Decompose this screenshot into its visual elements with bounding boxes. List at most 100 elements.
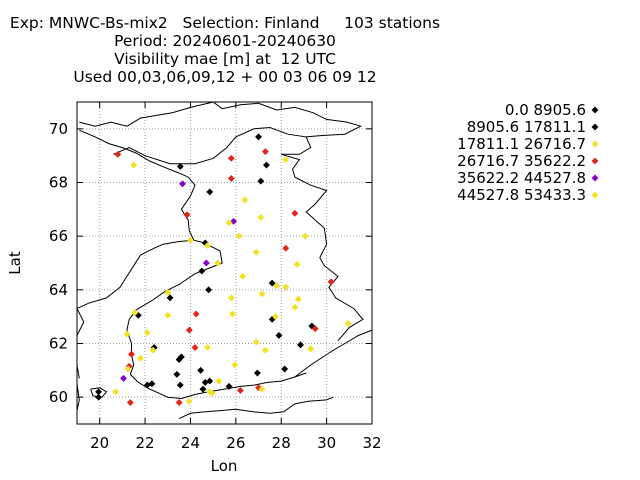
station-point [272, 313, 280, 321]
station-point [311, 325, 319, 333]
station-point [291, 209, 299, 217]
station-point [281, 365, 289, 373]
station-point [123, 330, 131, 338]
coastline-segment [79, 129, 196, 241]
station-point [262, 161, 271, 169]
station-point [261, 148, 269, 156]
coastline-segment [76, 308, 85, 336]
station-point [227, 174, 235, 183]
x-tick-label: 32 [362, 434, 381, 452]
x-tick-label: 28 [272, 434, 291, 452]
station-point [164, 288, 172, 297]
station-point [176, 381, 184, 389]
legend-label: 17811.1 26716.7 [457, 135, 586, 153]
legend-label: 44527.8 53433.3 [457, 186, 586, 204]
station-point [252, 248, 260, 256]
station-point [241, 196, 249, 204]
station-point [282, 156, 290, 164]
coastline-segment [212, 101, 363, 138]
legend-label: 35622.2 44527.8 [457, 169, 586, 187]
coastline-segment [76, 383, 80, 411]
y-tick-label: 60 [49, 388, 68, 406]
coastline-segment [90, 387, 108, 398]
station-point [344, 319, 352, 327]
station-point [112, 388, 120, 396]
x-tick-label: 20 [90, 434, 109, 452]
coastline-segment [79, 101, 214, 127]
station-point [254, 133, 263, 141]
station-point [199, 385, 207, 393]
station-point [296, 341, 305, 349]
grid-lines [77, 102, 372, 424]
station-point [131, 309, 139, 317]
station-point [191, 343, 199, 352]
station-point [143, 381, 151, 389]
station-point [273, 282, 281, 290]
y-tick-label: 68 [49, 174, 68, 192]
legend-marker [591, 174, 599, 182]
station-point [203, 343, 212, 352]
station-point [186, 236, 195, 244]
station-point [227, 294, 235, 302]
station-point [239, 272, 247, 280]
legend-label: 8905.6 17811.1 [467, 118, 586, 136]
plot-title: Exp: MNWC-Bs-mix2 Selection: Finland 103… [0, 14, 450, 86]
coastline-segment [294, 329, 373, 378]
station-point [178, 180, 187, 188]
station-point [261, 346, 269, 354]
coastline-segment [126, 239, 307, 400]
station-point [173, 370, 181, 378]
legend-marker [591, 106, 599, 114]
axis-ticks: 20 22 24 26 28 30 32 60 62 64 66 68 70 [49, 102, 382, 452]
legend-marker [591, 123, 599, 131]
y-tick-label: 66 [49, 227, 68, 245]
legend-label: 0.0 8905.6 [505, 101, 586, 119]
station-point [236, 386, 244, 395]
station-point [185, 326, 193, 334]
station-point [143, 329, 151, 337]
title-line-4: Used 00,03,06,09,12 + 00 03 06 09 12 [73, 68, 377, 86]
station-point [175, 398, 183, 407]
station-point [307, 345, 315, 353]
station-point [175, 356, 183, 364]
coastline-segment [178, 396, 334, 420]
station-point [293, 260, 301, 268]
station-point [130, 161, 138, 169]
coastline-segment [76, 239, 194, 310]
station-point [192, 310, 200, 318]
station-point [203, 242, 212, 250]
y-tick-label: 70 [49, 120, 68, 138]
station-point [114, 150, 122, 158]
y-tick-label: 62 [49, 335, 68, 353]
station-point [225, 219, 233, 227]
station-point [119, 374, 128, 382]
title-line-1: Exp: MNWC-Bs-mix2 Selection: Finland 103… [9, 14, 441, 32]
station-point [127, 350, 136, 358]
x-tick-label: 24 [181, 434, 200, 452]
station-point [282, 283, 290, 291]
title-line-3: Visibility mae [m] at 12 UTC [114, 50, 336, 68]
station-point [291, 303, 299, 311]
legend-marker [591, 140, 599, 148]
station-point [214, 259, 222, 267]
station-point [294, 295, 302, 303]
station-point [257, 177, 265, 185]
station-point [95, 393, 103, 401]
legend-label: 26716.7 35622.2 [457, 152, 586, 170]
station-point [275, 331, 283, 340]
station-point [166, 294, 174, 302]
x-tick-label: 26 [226, 434, 245, 452]
station-point [124, 365, 132, 373]
station-point [206, 377, 214, 385]
station-point [327, 278, 335, 286]
station-point [282, 244, 290, 252]
station-point [227, 154, 235, 162]
coastline-segment [113, 126, 312, 165]
station-point [257, 213, 265, 221]
station-markers [95, 133, 352, 407]
station-point [126, 398, 134, 407]
station-point [183, 211, 191, 219]
x-tick-label: 22 [136, 434, 155, 452]
